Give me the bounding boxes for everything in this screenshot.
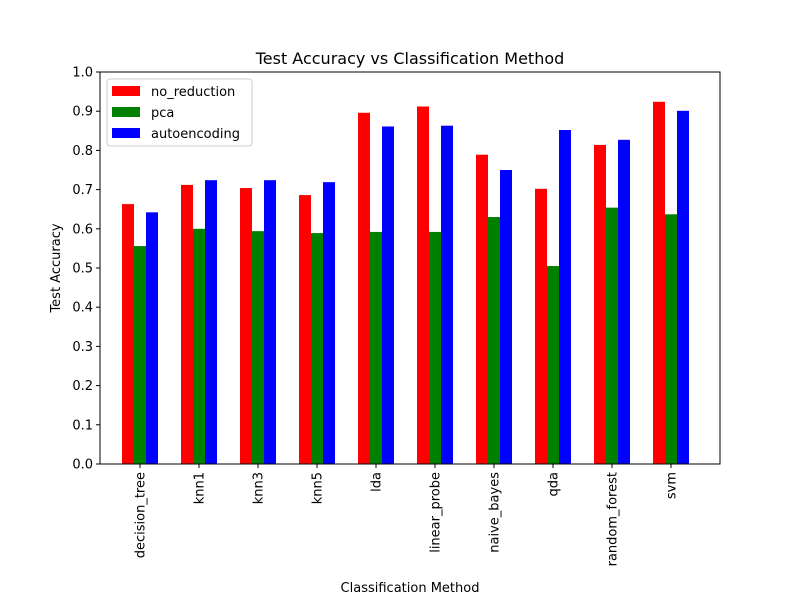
y-axis: 0.0 0.1 0.2 0.3 0.4 0.5 0.6 0.7 0.8 0.9 1.0 [72,66,100,473]
bar-no_reduction-lda [358,112,370,464]
chart-title: Test Accuracy vs Classification Method [255,49,565,68]
bar-no_reduction-knn1 [181,184,193,464]
bar-pca-knn1 [193,228,205,464]
x-tick-label: svm [665,472,680,499]
legend-box [106,78,253,147]
bar-pca-knn5 [311,233,323,464]
y-tick-label: 0.6 [72,222,93,237]
x-tick-label: knn1 [193,472,208,504]
bar-pca-knn3 [252,231,264,464]
y-tick-label: 0.4 [72,301,93,316]
y-tick-label: 1.0 [72,66,93,81]
bar-autoencoding-naive_bayes [500,170,512,464]
bar-no_reduction-knn5 [299,195,311,464]
legend-label-no_reduction: no_reduction [151,85,235,100]
bar-no_reduction-random_forest [594,144,606,465]
bar-pca-naive_bayes [488,217,500,464]
bar-autoencoding-random_forest [618,139,630,465]
bars-group [122,101,689,465]
x-tick-label: knn3 [252,472,267,504]
bar-autoencoding-knn3 [264,180,276,464]
y-axis-label: Test Accuracy [49,223,64,313]
bar-pca-lda [370,231,382,464]
x-tick-label: decision_tree [134,472,149,558]
y-tick-label: 0.1 [72,418,93,433]
x-tick-label: random_forest [606,472,621,566]
bar-autoencoding-knn5 [323,182,335,465]
bar-autoencoding-linear_probe [441,125,453,464]
bar-pca-linear_probe [429,231,441,464]
y-tick-label: 0.9 [72,105,93,120]
legend-label-pca: pca [151,106,174,121]
bar-no_reduction-decision_tree [122,204,134,464]
y-tick-label: 0.0 [72,458,93,473]
x-tick-label: lda [370,472,385,492]
bar-autoencoding-lda [382,126,394,464]
legend-label-autoencoding: autoencoding [151,127,240,142]
bar-pca-random_forest [606,207,618,464]
bar-autoencoding-decision_tree [146,212,158,464]
x-tick-label: linear_probe [429,472,444,553]
legend-swatch-pca [112,107,140,117]
y-tick-label: 0.8 [72,144,93,159]
x-axis: decision_tree knn1 knn3 knn5 lda linear_probe… [134,464,680,566]
y-tick-label: 0.7 [72,183,93,198]
y-tick-label: 0.5 [72,262,93,277]
bar-pca-decision_tree [134,246,146,464]
y-tick-label: 0.3 [72,340,93,355]
bar-no_reduction-svm [653,101,665,465]
y-tick-label: 0.2 [72,379,93,394]
bar-pca-svm [665,214,677,464]
legend-swatch-autoencoding [112,128,140,138]
bar-no_reduction-knn3 [240,188,252,465]
bar-autoencoding-knn1 [205,180,217,464]
x-tick-label: qda [547,472,562,496]
bar-autoencoding-svm [677,110,689,465]
bar-no_reduction-linear_probe [417,106,429,464]
x-axis-label: Classification Method [341,581,480,596]
bar-autoencoding-qda [559,130,571,465]
bar-no_reduction-qda [535,188,547,465]
x-tick-label: naive_bayes [488,472,503,553]
bar-no_reduction-naive_bayes [476,154,488,464]
legend-swatch-no_reduction [112,86,140,96]
x-tick-label: knn5 [311,472,326,504]
bar-pca-qda [547,266,559,464]
